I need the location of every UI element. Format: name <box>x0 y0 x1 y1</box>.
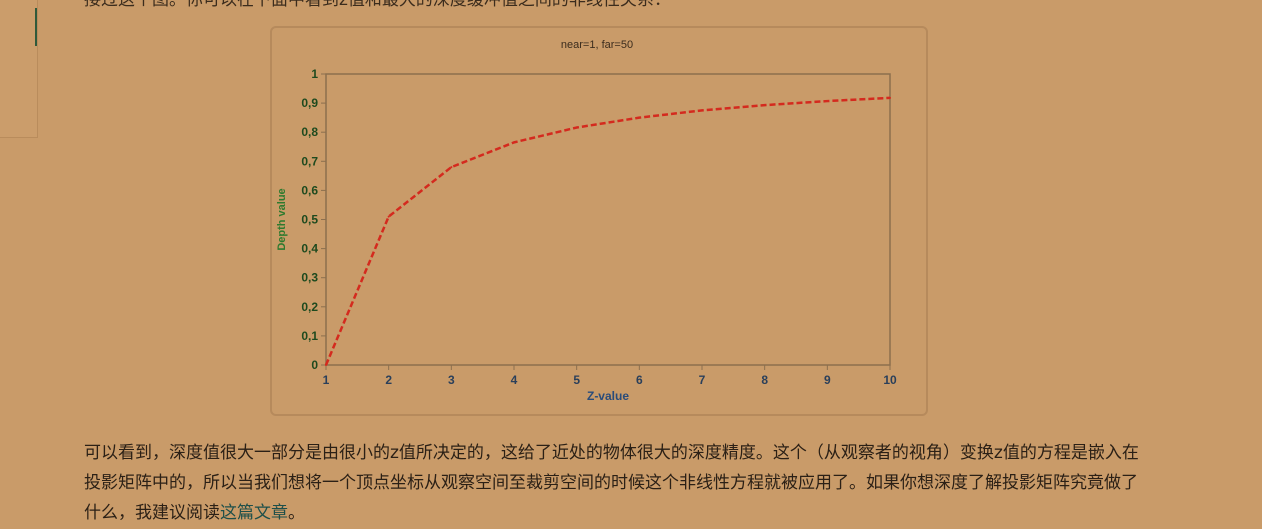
depth-chart: near=1, far=50 0 0,1 0,2 0,3 0,4 0,5 0,6 0,7 0,8… <box>276 39 897 403</box>
data-point <box>638 116 641 119</box>
x-tick-label: 8 <box>761 373 768 387</box>
y-axis: 0 0,1 0,2 0,3 0,4 0,5 0,6 0,7 0,8 0,9 1 <box>301 67 326 372</box>
data-point <box>701 109 703 112</box>
y-tick-label: 0,8 <box>301 125 318 139</box>
y-tick-label: 0,7 <box>301 154 318 168</box>
y-tick-label: 0,9 <box>301 96 318 110</box>
data-point <box>450 166 453 169</box>
y-tick-label: 0,1 <box>301 329 318 343</box>
x-tick-label: 3 <box>448 373 455 387</box>
plot-area <box>325 73 891 366</box>
paragraph-text: 可以看到，深度值很大一部分是由很小的z值所决定的，这给了近处的物体很大的深度精度… <box>84 443 1139 523</box>
x-tick-label: 2 <box>385 373 392 387</box>
y-tick-label: 0,5 <box>301 213 318 227</box>
data-point <box>889 96 891 99</box>
series-group <box>324 96 891 366</box>
series-line <box>324 96 891 366</box>
article-link[interactable]: 这篇文章 <box>220 503 288 523</box>
x-tick-label: 10 <box>883 373 897 387</box>
intro-text: 接过这个图。你可以在下面中看到z值和最大的深度缓冲值之间的非线性关系： <box>84 0 671 10</box>
data-point <box>763 104 766 107</box>
sidebar-collapsed-panel[interactable] <box>0 0 38 138</box>
y-tick-label: 0,6 <box>301 183 318 197</box>
paragraph-end: 。 <box>288 503 305 523</box>
body-paragraph: 可以看到，深度值很大一部分是由很小的z值所决定的，这给了近处的物体很大的深度精度… <box>84 438 1154 528</box>
data-point <box>387 215 390 218</box>
data-point <box>575 126 578 129</box>
data-point <box>513 141 515 144</box>
y-tick-label: 0,2 <box>301 300 318 314</box>
y-tick-label: 0,3 <box>301 271 318 285</box>
x-axis: 1 2 3 4 5 6 7 8 9 10 <box>323 365 897 387</box>
chart-title: near=1, far=50 <box>561 39 633 51</box>
x-tick-label: 5 <box>573 373 580 387</box>
x-tick-label: 1 <box>323 373 330 387</box>
x-tick-label: 4 <box>511 373 518 387</box>
x-axis-label: Z-value <box>587 389 629 403</box>
data-point <box>826 100 829 103</box>
sidebar-indicator <box>35 8 37 46</box>
y-axis-label: Depth value <box>276 188 288 250</box>
x-tick-label: 6 <box>636 373 643 387</box>
y-tick-label: 0,4 <box>301 242 318 256</box>
y-tick-label: 0 <box>311 358 318 372</box>
y-tick-label: 1 <box>311 67 318 81</box>
x-tick-label: 9 <box>824 373 831 387</box>
data-point <box>325 364 327 366</box>
x-tick-label: 7 <box>699 373 706 387</box>
depth-chart-frame: near=1, far=50 0 0,1 0,2 0,3 0,4 0,5 0,6 0,7 0,8… <box>270 26 928 416</box>
